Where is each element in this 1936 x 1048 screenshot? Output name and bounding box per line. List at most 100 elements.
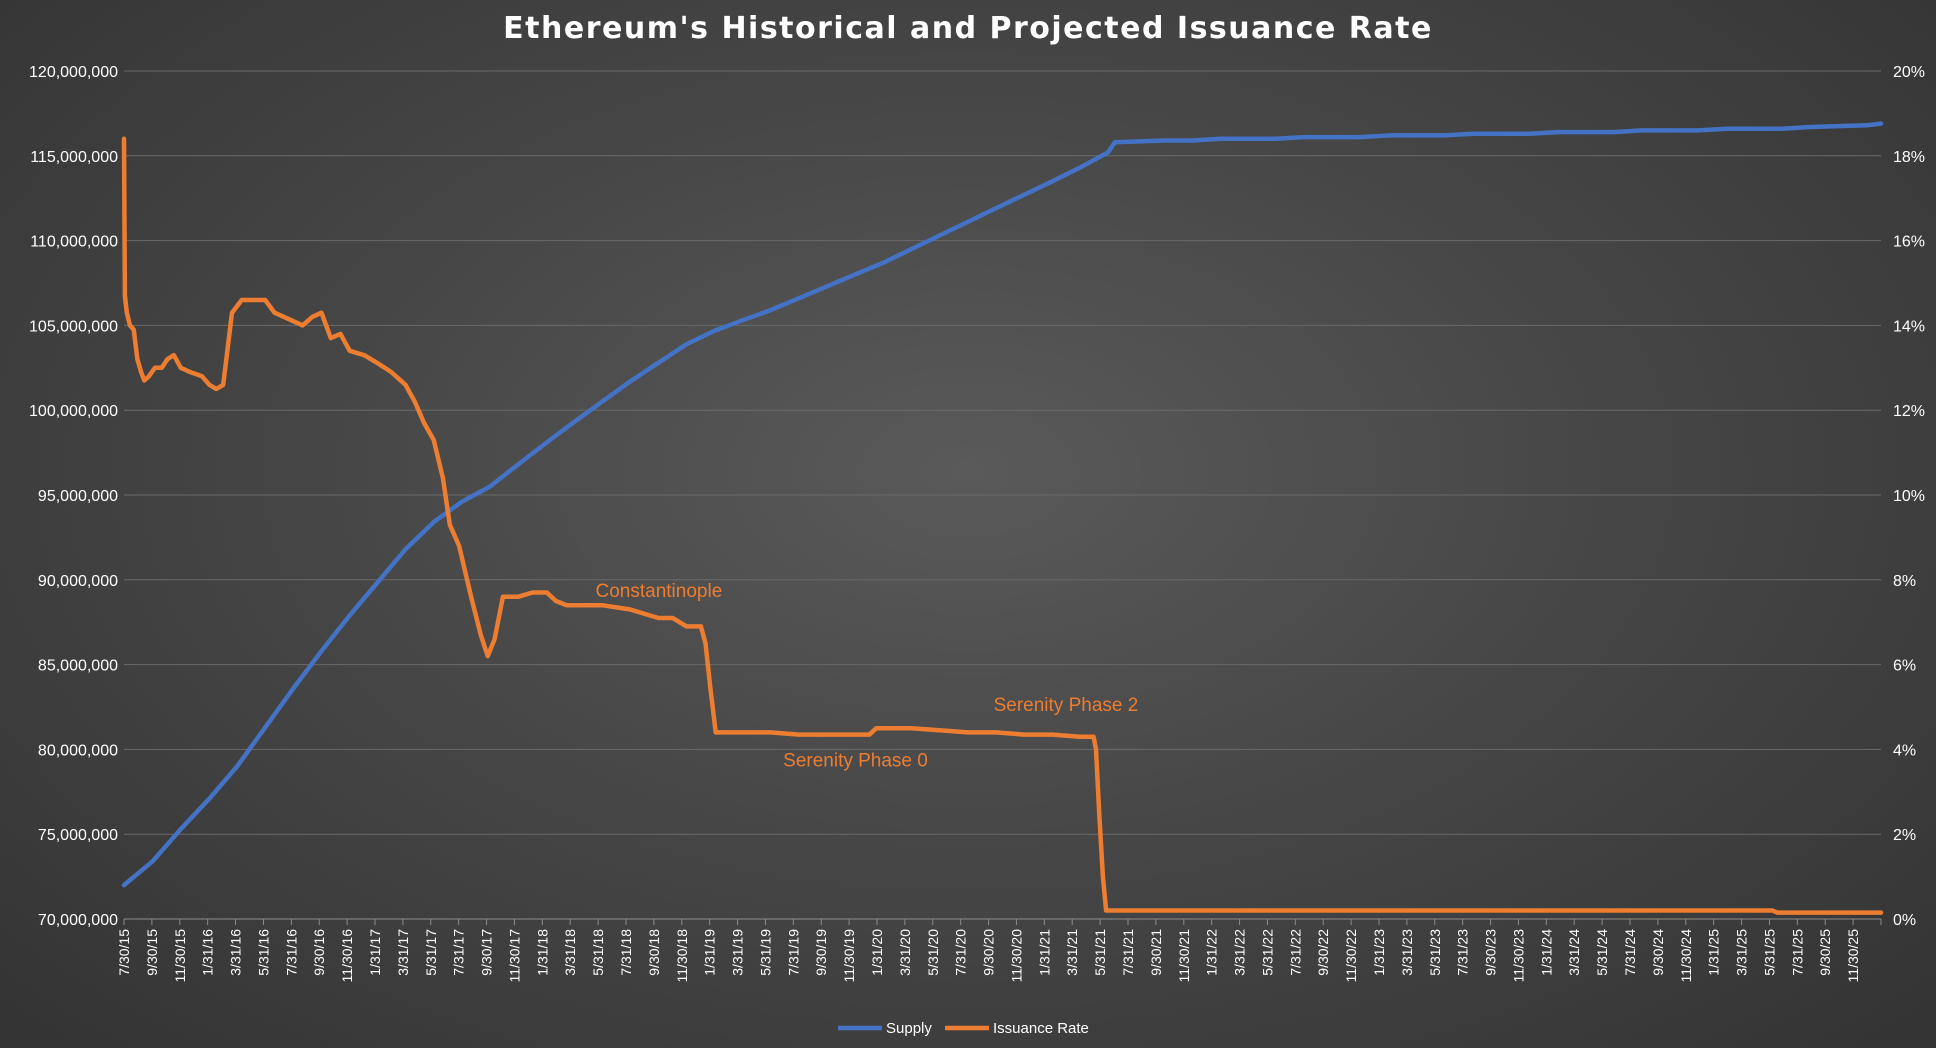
left-axis: 70,000,000 75,000,000 80,000,000 85,000,000… bbox=[29, 64, 118, 929]
annotation-serenity-phase-2: Serenity Phase 2 bbox=[994, 695, 1139, 716]
x-tick-label: 7/31/23 bbox=[1455, 929, 1471, 976]
annotations: Constantinople Serenity Phase 0 Serenity P… bbox=[596, 581, 1139, 772]
x-tick-label: 1/31/22 bbox=[1204, 929, 1220, 976]
x-tick-label: 1/31/16 bbox=[200, 929, 216, 976]
x-tick-label: 11/30/18 bbox=[674, 929, 690, 983]
x-tick-label: 3/31/22 bbox=[1232, 929, 1248, 976]
x-tick-label: 11/30/20 bbox=[1008, 929, 1024, 983]
right-axis: 0% 2% 4% 6% 8% 10% 12% 14% 16% 18% 20% bbox=[1893, 64, 1925, 929]
x-tick-label: 3/31/19 bbox=[730, 929, 746, 976]
x-tick-label: 9/30/22 bbox=[1315, 929, 1331, 976]
right-tick-label: 6% bbox=[1893, 658, 1916, 675]
x-tick-label: 5/31/20 bbox=[925, 929, 941, 976]
x-tick-label: 11/30/22 bbox=[1343, 929, 1359, 983]
x-tick-label: 1/31/25 bbox=[1706, 929, 1722, 976]
x-tick-label: 5/31/24 bbox=[1594, 929, 1610, 976]
left-tick-label: 110,000,000 bbox=[30, 234, 118, 251]
x-tick-label: 9/30/21 bbox=[1148, 929, 1164, 976]
left-tick-label: 80,000,000 bbox=[38, 742, 118, 759]
x-tick-label: 11/30/25 bbox=[1845, 929, 1861, 983]
x-tick-label: 3/31/17 bbox=[395, 929, 411, 976]
x-tick-label: 1/31/17 bbox=[367, 929, 383, 976]
x-tick-label: 9/30/16 bbox=[311, 929, 327, 976]
x-tick-label: 7/30/15 bbox=[116, 929, 132, 976]
x-tick-label: 9/30/23 bbox=[1483, 929, 1499, 976]
x-tick-label: 9/30/18 bbox=[646, 929, 662, 976]
x-tick-label: 11/30/17 bbox=[506, 929, 522, 983]
left-tick-label: 75,000,000 bbox=[38, 827, 118, 844]
x-tick-label: 9/30/15 bbox=[144, 929, 160, 976]
annotation-serenity-phase-0: Serenity Phase 0 bbox=[783, 750, 928, 771]
x-tick-label: 7/31/20 bbox=[953, 929, 969, 976]
left-tick-label: 100,000,000 bbox=[29, 403, 118, 420]
left-tick-label: 95,000,000 bbox=[38, 488, 118, 505]
x-tick-label: 7/31/17 bbox=[451, 929, 467, 976]
legend: Supply Issuance Rate bbox=[838, 1020, 1089, 1037]
right-tick-label: 18% bbox=[1893, 149, 1925, 166]
right-tick-label: 10% bbox=[1893, 488, 1925, 505]
x-tick-label: 3/31/16 bbox=[228, 929, 244, 976]
series-line-issuance-rate bbox=[121, 136, 1884, 915]
right-tick-label: 14% bbox=[1893, 318, 1925, 335]
series-layer bbox=[121, 121, 1884, 915]
x-tick-label: 1/31/21 bbox=[1036, 929, 1052, 976]
x-tick-label: 9/30/25 bbox=[1817, 929, 1833, 976]
x-tick-label: 9/30/20 bbox=[981, 929, 997, 976]
x-tick-label: 5/31/25 bbox=[1761, 929, 1777, 976]
x-tick-label: 5/31/17 bbox=[423, 929, 439, 976]
right-tick-label: 16% bbox=[1893, 234, 1925, 251]
x-tick-label: 11/30/24 bbox=[1678, 929, 1694, 983]
x-tick-label: 7/31/24 bbox=[1622, 929, 1638, 976]
right-tick-label: 20% bbox=[1893, 64, 1925, 81]
right-tick-label: 12% bbox=[1893, 403, 1925, 420]
x-tick-label: 9/30/24 bbox=[1650, 929, 1666, 976]
chart-title: Ethereum's Historical and Projected Issu… bbox=[503, 11, 1433, 46]
x-tick-label: 5/31/16 bbox=[255, 929, 271, 976]
x-tick-label: 3/31/24 bbox=[1566, 929, 1582, 976]
x-tick-label: 11/30/21 bbox=[1176, 929, 1192, 983]
annotation-constantinople: Constantinople bbox=[596, 581, 723, 602]
x-tick-label: 1/31/23 bbox=[1371, 929, 1387, 976]
x-tick-label: 1/31/18 bbox=[534, 929, 550, 976]
right-tick-label: 2% bbox=[1893, 827, 1916, 844]
x-axis: 7/30/15 9/30/15 11/30/15 1/31/16 3/31/16 5/31… bbox=[116, 919, 1882, 983]
x-tick-label: 11/30/16 bbox=[339, 929, 355, 983]
left-tick-label: 120,000,000 bbox=[29, 64, 118, 81]
left-tick-label: 115,000,000 bbox=[30, 149, 118, 166]
x-tick-label: 11/30/15 bbox=[172, 929, 188, 983]
x-tick-label: 7/31/22 bbox=[1287, 929, 1303, 976]
right-tick-label: 0% bbox=[1893, 912, 1916, 929]
x-tick-label: 11/30/19 bbox=[841, 929, 857, 983]
legend-entry: Supply bbox=[886, 1020, 932, 1037]
x-tick-label: 1/31/20 bbox=[869, 929, 885, 976]
x-tick-label: 1/31/19 bbox=[702, 929, 718, 976]
series-line-supply bbox=[121, 121, 1884, 888]
x-tick-label: 3/31/21 bbox=[1064, 929, 1080, 976]
legend-entry: Issuance Rate bbox=[993, 1020, 1089, 1037]
x-tick-label: 9/30/17 bbox=[479, 929, 495, 976]
left-tick-label: 70,000,000 bbox=[38, 912, 118, 929]
x-tick-label: 3/31/18 bbox=[562, 929, 578, 976]
gridlines bbox=[124, 70, 1881, 920]
x-tick-label: 11/30/23 bbox=[1510, 929, 1526, 983]
x-tick-label: 7/31/19 bbox=[785, 929, 801, 976]
x-tick-label: 9/30/19 bbox=[813, 929, 829, 976]
x-tick-label: 5/31/18 bbox=[590, 929, 606, 976]
x-tick-label: 3/31/20 bbox=[897, 929, 913, 976]
x-tick-label: 5/31/19 bbox=[757, 929, 773, 976]
x-tick-label: 7/31/16 bbox=[283, 929, 299, 976]
left-tick-label: 90,000,000 bbox=[38, 573, 118, 590]
x-tick-label: 7/31/18 bbox=[618, 929, 634, 976]
x-tick-label: 5/31/21 bbox=[1092, 929, 1108, 976]
x-tick-label: 3/31/23 bbox=[1399, 929, 1415, 976]
x-tick-label: 7/31/25 bbox=[1789, 929, 1805, 976]
x-tick-label: 3/31/25 bbox=[1734, 929, 1750, 976]
right-tick-label: 8% bbox=[1893, 573, 1916, 590]
right-tick-label: 4% bbox=[1893, 742, 1916, 759]
x-tick-label: 1/31/24 bbox=[1538, 929, 1554, 976]
left-tick-label: 85,000,000 bbox=[38, 658, 118, 675]
x-tick-label: 5/31/22 bbox=[1259, 929, 1275, 976]
x-tick-label: 7/31/21 bbox=[1120, 929, 1136, 976]
